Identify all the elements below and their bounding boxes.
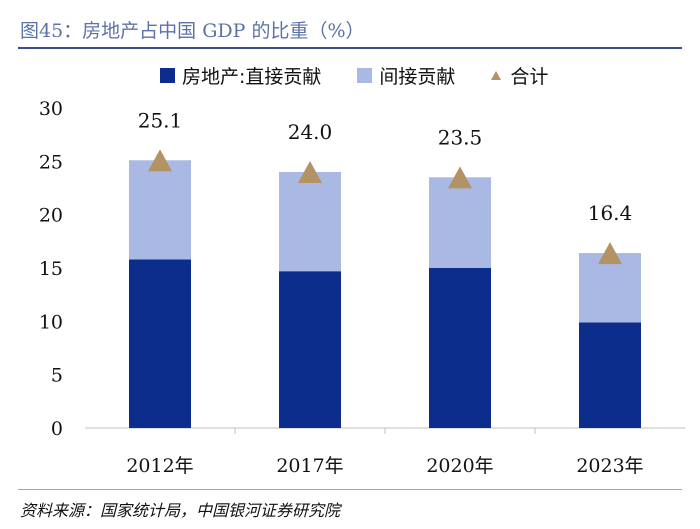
- bar-indirect: [429, 177, 491, 268]
- y-tick-label: 5: [51, 365, 63, 387]
- x-tick-label: 2017年: [276, 455, 343, 477]
- legend-item-direct: 房地产:直接贡献: [160, 62, 321, 89]
- y-tick-label: 10: [39, 311, 63, 333]
- data-label: 16.4: [588, 201, 633, 225]
- data-label: 23.5: [438, 125, 483, 149]
- bar-direct: [579, 322, 641, 428]
- x-tick-label: 2012年: [126, 455, 193, 477]
- title-divider: [18, 47, 682, 49]
- data-label: 25.1: [138, 108, 183, 132]
- y-tick-label: 25: [39, 151, 63, 173]
- total-marker: [148, 149, 172, 172]
- bar-direct: [279, 271, 341, 428]
- total-marker: [298, 161, 322, 183]
- bar-indirect: [579, 253, 641, 323]
- bar-indirect: [129, 160, 191, 260]
- y-tick-label: 15: [39, 258, 63, 280]
- total-marker: [448, 166, 472, 189]
- y-tick-label: 30: [39, 98, 63, 120]
- legend-label-direct: 房地产:直接贡献: [182, 66, 322, 88]
- bar-indirect: [279, 172, 341, 272]
- bar-direct: [129, 259, 191, 428]
- legend-label-total: 合计: [510, 66, 549, 88]
- bar-direct: [429, 268, 491, 428]
- legend-item-indirect: 间接贡献: [357, 62, 455, 89]
- legend-swatch-direct: [160, 68, 175, 83]
- data-label: 24.0: [288, 120, 333, 144]
- legend-label-indirect: 间接贡献: [379, 66, 456, 88]
- total-marker: [598, 242, 622, 265]
- legend: 房地产:直接贡献 间接贡献 合计: [160, 62, 584, 89]
- legend-item-total: 合计: [491, 62, 548, 89]
- source-divider: [18, 489, 682, 490]
- y-tick-label: 20: [39, 205, 63, 227]
- y-tick-label: 0: [51, 418, 63, 440]
- x-tick-label: 2020年: [426, 455, 493, 477]
- triangle-icon: [491, 71, 502, 80]
- x-tick-label: 2023年: [576, 455, 643, 477]
- chart-title: 图45：房地产占中国 GDP 的比重（%）: [20, 20, 365, 42]
- source-note: 资料来源：国家统计局，中国银河证券研究院: [20, 501, 341, 520]
- legend-swatch-indirect: [357, 68, 373, 83]
